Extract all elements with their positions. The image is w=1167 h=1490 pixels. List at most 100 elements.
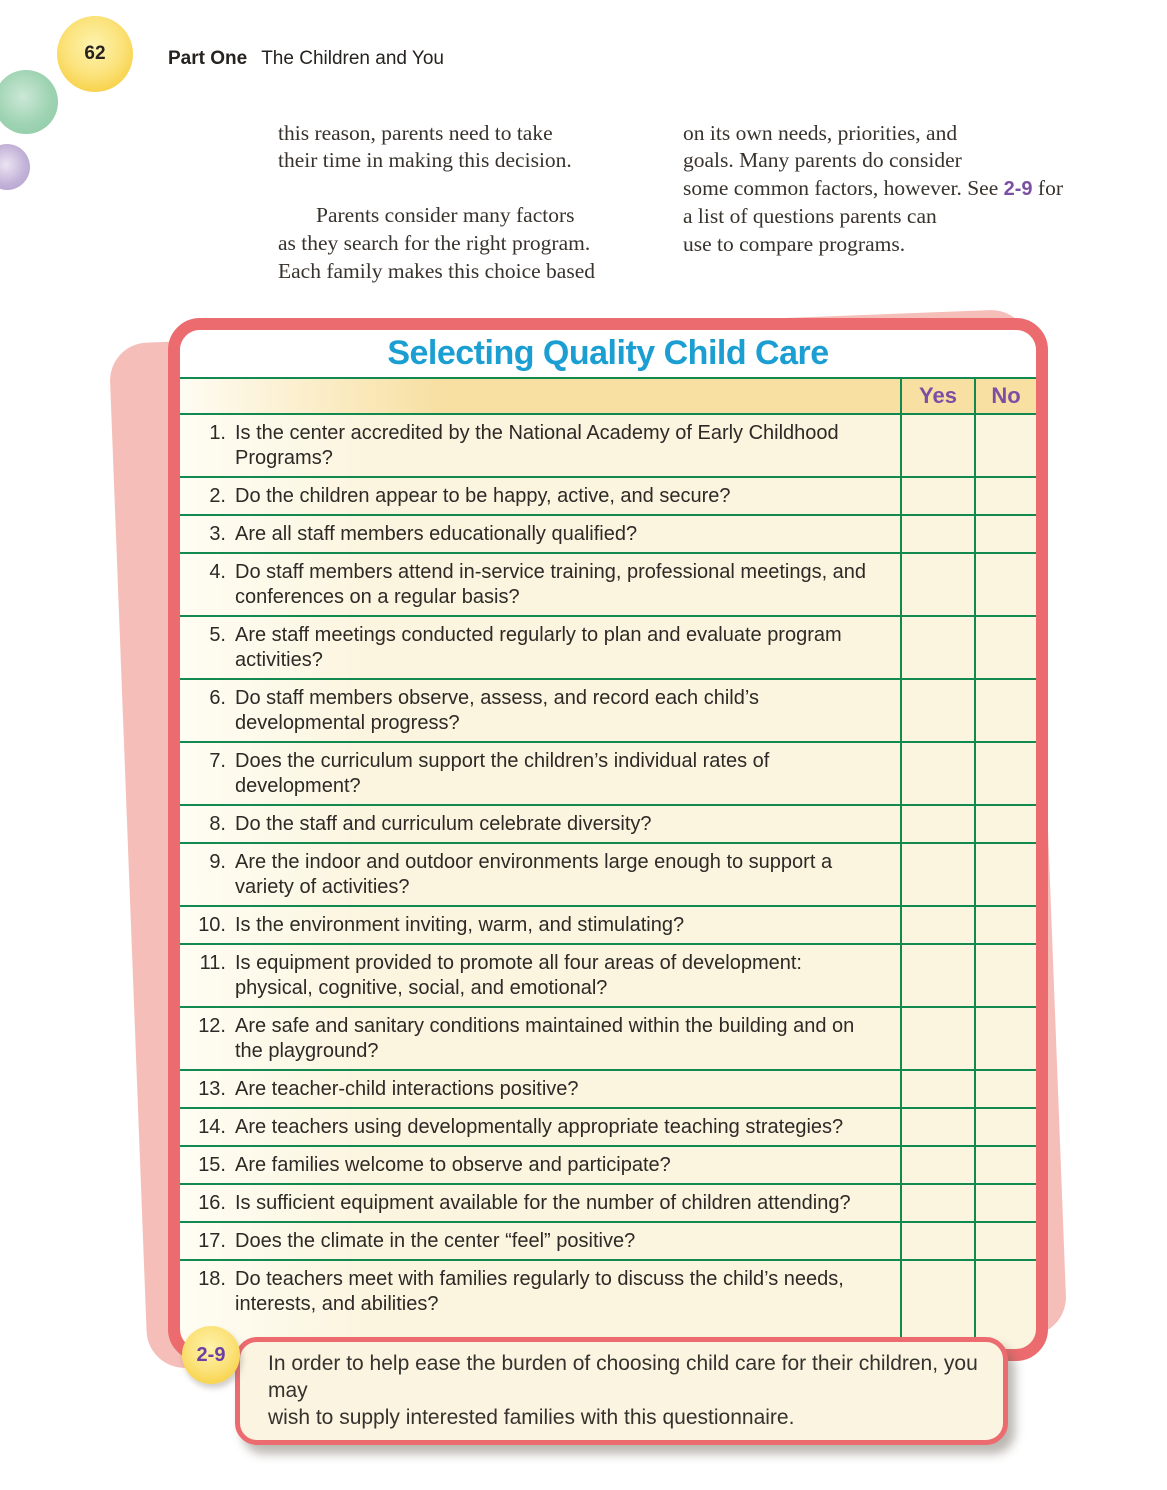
- no-answer-cell: [974, 1185, 1036, 1221]
- question-text: Are teachers using developmentally appro…: [235, 1116, 844, 1138]
- question-number: 13.: [198, 1078, 226, 1100]
- checklist-body: 1. Is the center accredited by the Natio…: [180, 415, 1036, 1349]
- question-cell: 2. Do the children appear to be happy, a…: [180, 478, 900, 514]
- intro-column-left: this reason, parents need to take their …: [278, 92, 663, 313]
- running-head-title: The Children and You: [261, 48, 444, 69]
- checklist-row: 6. Do staff members observe, assess, and…: [180, 680, 1036, 743]
- checklist-row: 8. Do the staff and curriculum celebrate…: [180, 806, 1036, 844]
- checklist-row: 12. Are safe and sanitary conditions mai…: [180, 1008, 1036, 1071]
- yes-answer-cell: [900, 844, 974, 905]
- question-text: Are staff meetings conducted regularly t…: [235, 624, 842, 671]
- yes-answer-cell: [900, 1261, 974, 1349]
- no-answer-cell: [974, 415, 1036, 476]
- no-answer-cell: [974, 1147, 1036, 1183]
- checklist-header-row: Yes No: [180, 377, 1036, 415]
- question-cell: 14. Are teachers using developmentally a…: [180, 1109, 900, 1145]
- figure-reference: 2-9: [1003, 177, 1033, 200]
- no-answer-cell: [974, 844, 1036, 905]
- checklist-row: 15. Are families welcome to observe and …: [180, 1147, 1036, 1185]
- question-cell: 15. Are families welcome to observe and …: [180, 1147, 900, 1183]
- question-cell: 12. Are safe and sanitary conditions mai…: [180, 1008, 900, 1069]
- no-answer-cell: [974, 945, 1036, 1006]
- no-answer-cell: [974, 806, 1036, 842]
- yes-answer-cell: [900, 1109, 974, 1145]
- question-number: 17.: [198, 1230, 226, 1252]
- checklist-row: 11. Is equipment provided to promote all…: [180, 945, 1036, 1008]
- question-text: Do teachers meet with families regularly…: [235, 1268, 844, 1315]
- question-text: Do staff members observe, assess, and re…: [235, 687, 759, 734]
- yes-answer-cell: [900, 680, 974, 741]
- yes-answer-cell: [900, 1071, 974, 1107]
- figure-number: 2-9: [196, 1343, 226, 1366]
- yes-column-header: Yes: [900, 379, 974, 413]
- figure-number-badge: 2-9: [182, 1326, 240, 1384]
- page-number-badge: 62: [57, 16, 133, 92]
- question-cell: 18. Do teachers meet with families regul…: [180, 1261, 900, 1349]
- question-number: 3.: [209, 523, 226, 545]
- yes-answer-cell: [900, 617, 974, 678]
- header-spacer-cell: [180, 379, 900, 413]
- question-text: Do the children appear to be happy, acti…: [235, 485, 731, 507]
- no-answer-cell: [974, 478, 1036, 514]
- question-text: Is equipment provided to promote all fou…: [235, 952, 802, 999]
- no-answer-cell: [974, 743, 1036, 804]
- yes-answer-cell: [900, 1008, 974, 1069]
- question-number: 6.: [209, 687, 226, 709]
- question-cell: 7. Does the curriculum support the child…: [180, 743, 900, 804]
- question-cell: 1. Is the center accredited by the Natio…: [180, 415, 900, 476]
- question-number: 8.: [209, 813, 226, 835]
- intro-paragraph-1: this reason, parents need to take their …: [278, 120, 572, 173]
- question-text: Are teacher-child interactions positive?: [235, 1078, 579, 1100]
- question-cell: 6. Do staff members observe, assess, and…: [180, 680, 900, 741]
- yes-answer-cell: [900, 554, 974, 615]
- question-number: 16.: [198, 1192, 226, 1214]
- question-number: 18.: [198, 1268, 226, 1290]
- yes-answer-cell: [900, 1185, 974, 1221]
- checklist-figure: Selecting Quality Child Care Yes No 1. I…: [168, 318, 1048, 1361]
- question-cell: 11. Is equipment provided to promote all…: [180, 945, 900, 1006]
- yes-answer-cell: [900, 945, 974, 1006]
- no-answer-cell: [974, 1223, 1036, 1259]
- checklist-row: 18. Do teachers meet with families regul…: [180, 1261, 1036, 1349]
- no-answer-cell: [974, 554, 1036, 615]
- running-head: Part One The Children and You: [168, 48, 444, 70]
- yes-answer-cell: [900, 415, 974, 476]
- green-decor-circle: [0, 70, 58, 134]
- question-text: Does the curriculum support the children…: [235, 750, 770, 797]
- checklist-row: 16. Is sufficient equipment available fo…: [180, 1185, 1036, 1223]
- checklist-row: 14. Are teachers using developmentally a…: [180, 1109, 1036, 1147]
- question-text: Do the staff and curriculum celebrate di…: [235, 813, 652, 835]
- question-cell: 3. Are all staff members educationally q…: [180, 516, 900, 552]
- no-answer-cell: [974, 1109, 1036, 1145]
- intro-column-right: on its own needs, priorities, and goals.…: [683, 92, 1068, 286]
- no-answer-cell: [974, 680, 1036, 741]
- question-cell: 9. Are the indoor and outdoor environmen…: [180, 844, 900, 905]
- checklist-row: 4. Do staff members attend in-service tr…: [180, 554, 1036, 617]
- checklist-row: 2. Do the children appear to be happy, a…: [180, 478, 1036, 516]
- checklist-row: 17. Does the climate in the center “feel…: [180, 1223, 1036, 1261]
- question-number: 11.: [199, 952, 226, 974]
- intro-paragraph-3: on its own needs, priorities, and goals.…: [683, 120, 1068, 259]
- yes-answer-cell: [900, 1223, 974, 1259]
- checklist-row: 1. Is the center accredited by the Natio…: [180, 415, 1036, 478]
- figure-title-bar: Selecting Quality Child Care: [180, 330, 1036, 377]
- yes-answer-cell: [900, 743, 974, 804]
- question-text: Are families welcome to observe and part…: [235, 1154, 671, 1176]
- checklist-row: 7. Does the curriculum support the child…: [180, 743, 1036, 806]
- checklist-row: 13. Are teacher-child interactions posit…: [180, 1071, 1036, 1109]
- intro-text-before-ref: on its own needs, priorities, and goals.…: [683, 120, 999, 200]
- yes-answer-cell: [900, 478, 974, 514]
- checklist-row: 3. Are all staff members educationally q…: [180, 516, 1036, 554]
- question-number: 4.: [209, 561, 226, 583]
- checklist-row: 5. Are staff meetings conducted regularl…: [180, 617, 1036, 680]
- question-cell: 13. Are teacher-child interactions posit…: [180, 1071, 900, 1107]
- question-number: 12.: [198, 1015, 226, 1037]
- question-text: Are the indoor and outdoor environments …: [235, 851, 833, 898]
- question-number: 15.: [198, 1154, 226, 1176]
- question-text: Does the climate in the center “feel” po…: [235, 1230, 636, 1252]
- purple-decor-circle: [0, 144, 30, 190]
- question-number: 10.: [198, 914, 226, 936]
- question-text: Is the environment inviting, warm, and s…: [235, 914, 685, 936]
- yes-answer-cell: [900, 907, 974, 943]
- question-cell: 10. Is the environment inviting, warm, a…: [180, 907, 900, 943]
